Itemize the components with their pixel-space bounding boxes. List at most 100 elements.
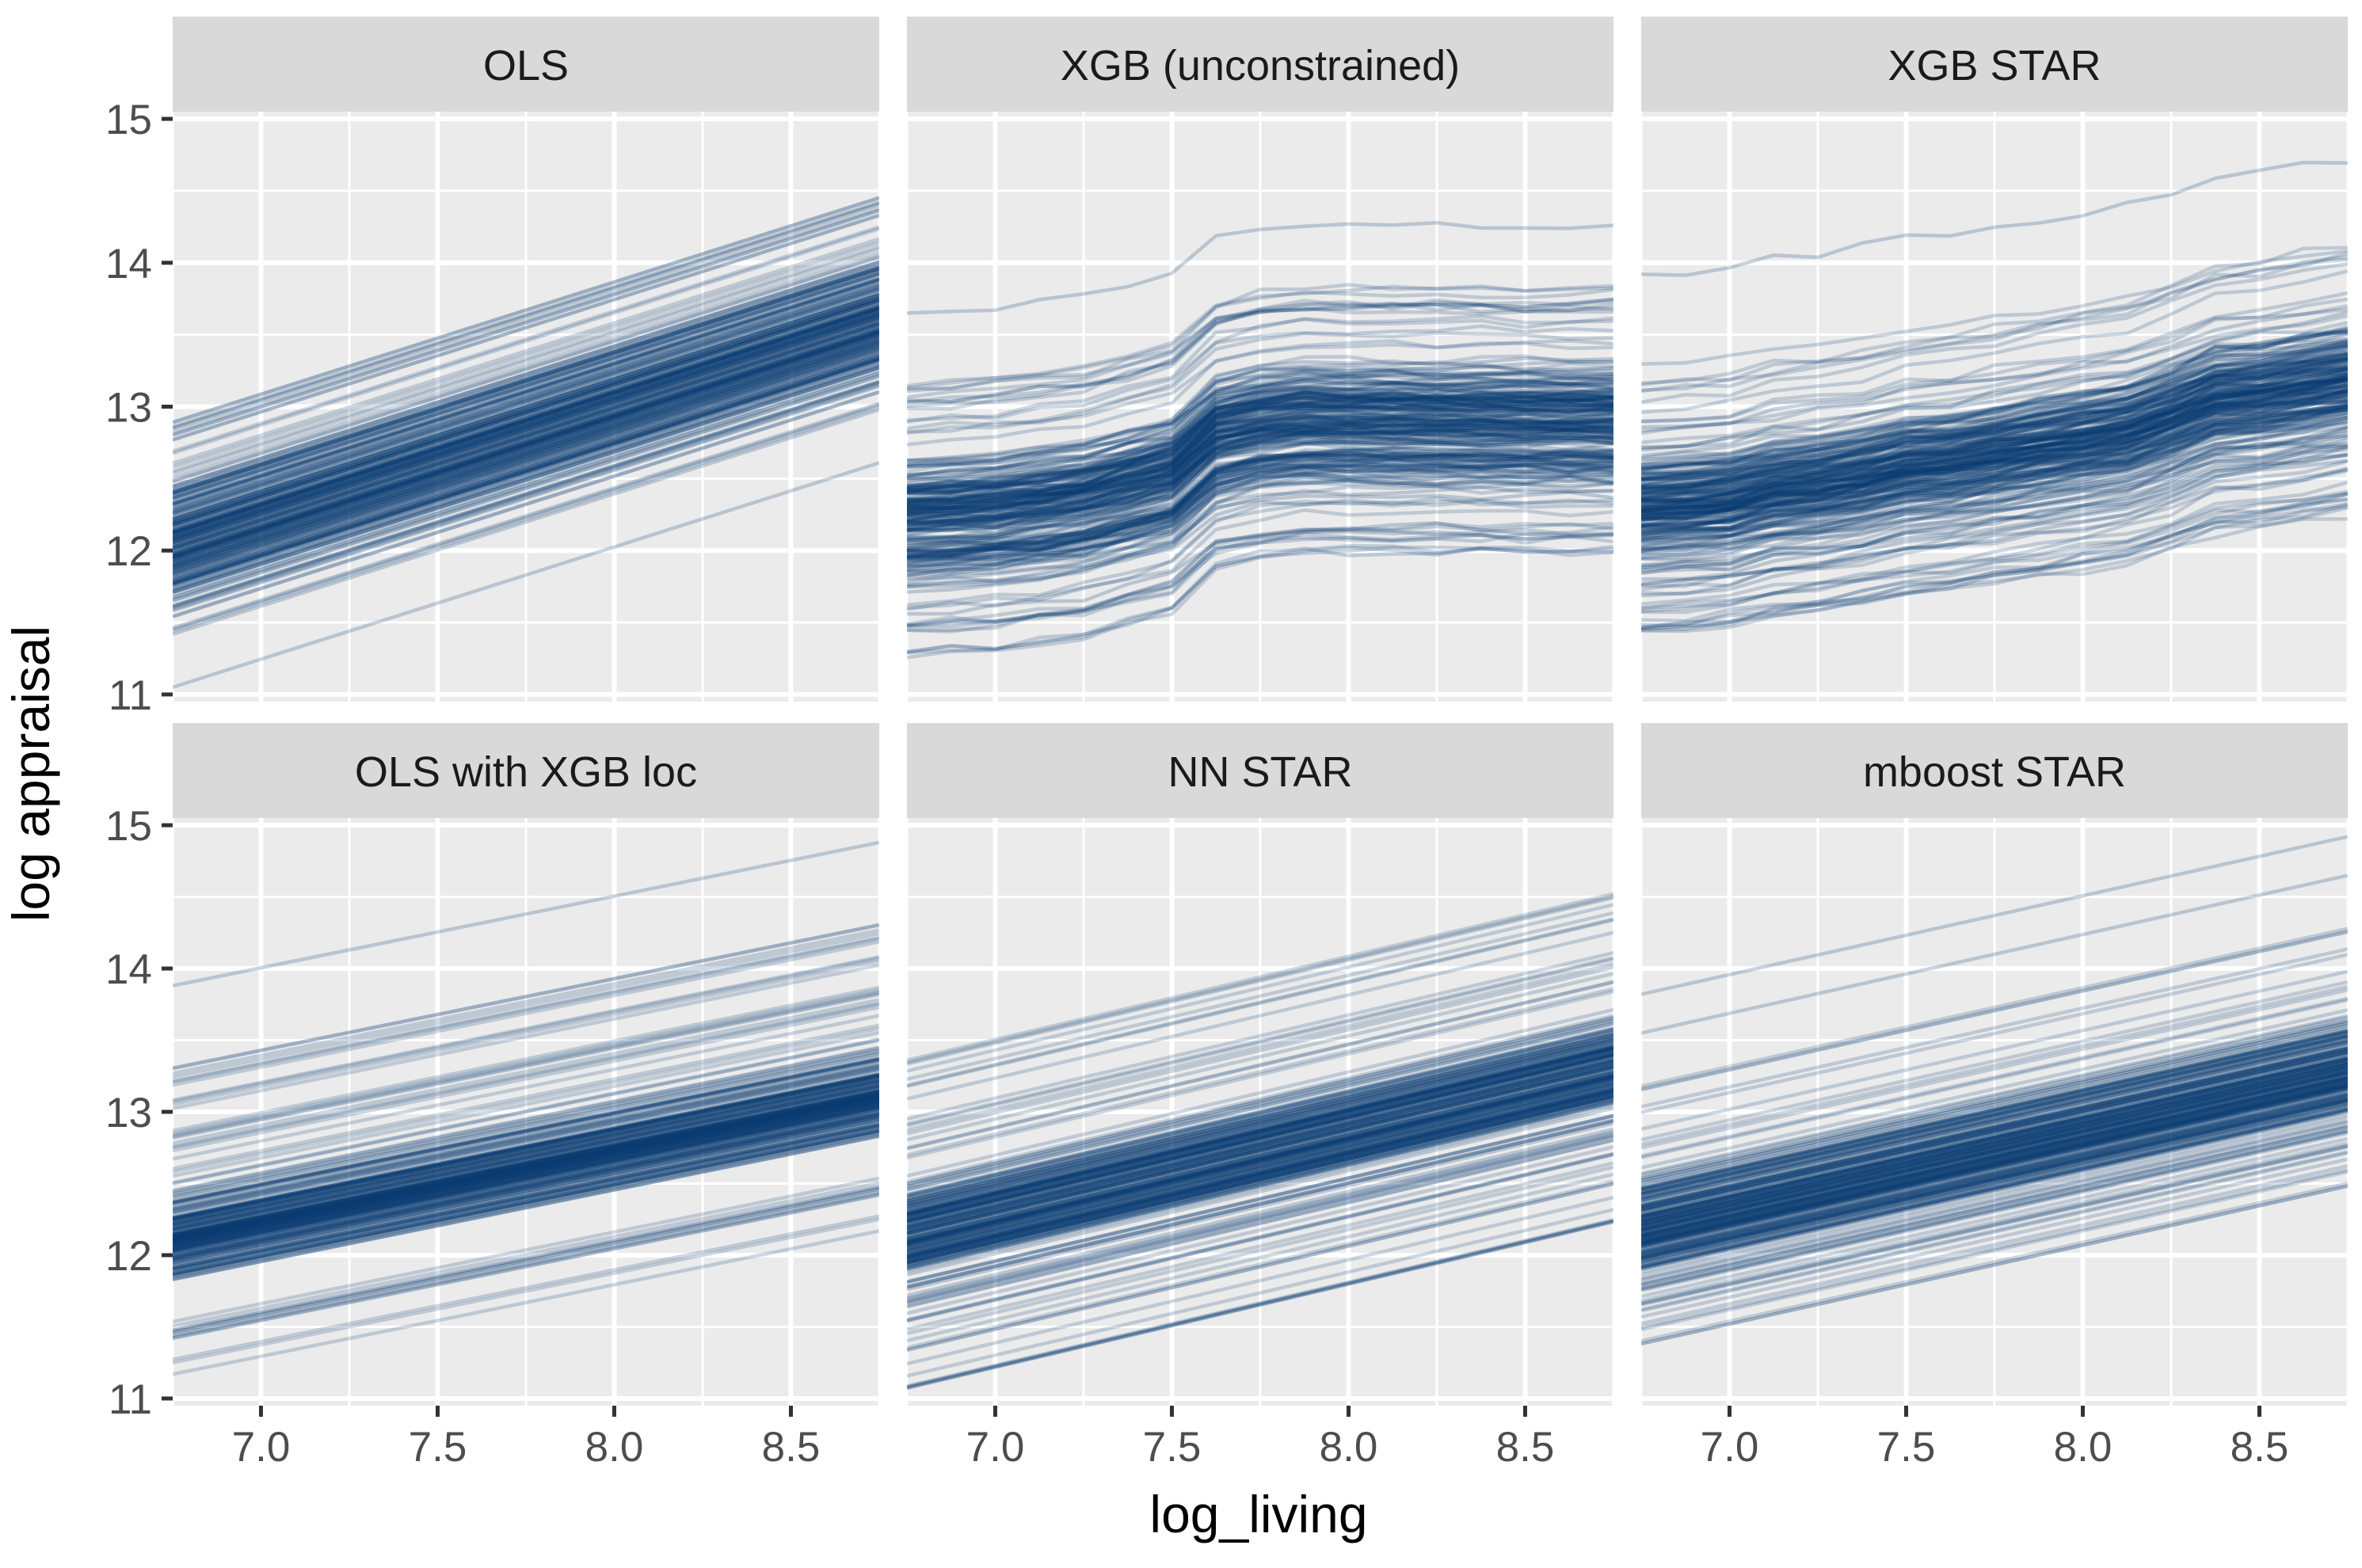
series-line — [173, 1119, 879, 1267]
series-line — [173, 1117, 879, 1265]
series-line — [907, 1090, 1613, 1262]
series-line — [173, 288, 879, 517]
series-line — [1641, 1026, 2348, 1188]
series-line — [1641, 1098, 2348, 1260]
series-line — [173, 276, 879, 505]
series-line — [1641, 1075, 2348, 1237]
series-line — [173, 327, 879, 555]
series-line — [907, 365, 1613, 467]
series-line — [173, 201, 879, 430]
series-line — [907, 390, 1613, 504]
series-line — [1641, 383, 2348, 517]
series-line — [1641, 505, 2348, 633]
series-line — [173, 1102, 879, 1250]
series-line — [1641, 444, 2348, 576]
series-line — [173, 1126, 879, 1273]
series-line — [1641, 1068, 2348, 1231]
series-line — [907, 412, 1613, 517]
series-line — [1641, 1105, 2348, 1266]
series-line — [907, 1048, 1613, 1219]
series-line — [1641, 1164, 2348, 1326]
series-line — [173, 318, 879, 546]
series-line — [907, 1182, 1613, 1352]
series-line — [1641, 1120, 2348, 1282]
series-line — [173, 284, 879, 512]
series-line — [173, 390, 879, 618]
series-line — [1641, 1052, 2348, 1214]
series-line — [173, 321, 879, 549]
series-line — [173, 1095, 879, 1243]
series-line — [173, 1101, 879, 1249]
series-line — [1641, 343, 2348, 481]
series-line — [173, 1081, 879, 1229]
series-line — [907, 440, 1613, 533]
series-line — [1641, 382, 2348, 510]
series-line — [173, 314, 879, 542]
series-line — [1641, 392, 2348, 519]
series-line — [1641, 1029, 2348, 1191]
series-line — [173, 1049, 879, 1197]
series-line — [907, 521, 1613, 627]
series-line — [907, 1037, 1613, 1208]
series-line — [907, 454, 1613, 548]
series-line — [1641, 1109, 2348, 1270]
series-line — [1641, 1084, 2348, 1246]
series-line — [907, 1079, 1613, 1249]
series-line — [1641, 441, 2348, 581]
series-line — [907, 428, 1613, 523]
series-line — [173, 1086, 879, 1234]
series-line — [907, 387, 1613, 481]
series-line — [907, 1083, 1613, 1253]
series-line — [1641, 400, 2348, 527]
series-line — [907, 1036, 1613, 1206]
panel-2: XGB (unconstrained) — [905, 17, 1615, 702]
series-line — [1641, 378, 2348, 513]
series-line — [1641, 356, 2348, 496]
series-line — [173, 349, 879, 578]
series-line — [1641, 1037, 2348, 1199]
series-line — [907, 1093, 1613, 1263]
series-line — [173, 1094, 879, 1242]
series-line — [907, 380, 1613, 478]
series-line — [907, 383, 1613, 492]
series-line — [173, 1124, 879, 1271]
series-line — [173, 1129, 879, 1277]
series-line — [173, 1090, 879, 1238]
series-line — [173, 291, 879, 519]
series-line — [907, 1071, 1613, 1241]
series-line — [1641, 1083, 2348, 1246]
series-line — [173, 315, 879, 544]
series-line — [173, 342, 879, 571]
series-line — [173, 1088, 879, 1235]
series-line — [907, 392, 1613, 503]
series-line — [173, 331, 879, 560]
series-line — [907, 401, 1613, 511]
series-line — [907, 432, 1613, 534]
series-line — [1641, 1096, 2348, 1258]
series-line — [173, 356, 879, 585]
series-line — [907, 425, 1613, 532]
series-line — [1641, 459, 2348, 585]
series-line — [907, 950, 1613, 1121]
series-line — [907, 425, 1613, 540]
series-line — [907, 418, 1613, 511]
series-line — [1641, 371, 2348, 514]
series-line — [173, 325, 879, 554]
series-line — [907, 475, 1613, 575]
series-line — [1641, 1049, 2348, 1212]
series-line — [173, 1092, 879, 1239]
series-line — [173, 1107, 879, 1255]
series-line — [173, 371, 879, 599]
series-line — [1641, 387, 2348, 523]
series-line — [173, 315, 879, 544]
series-line — [907, 1057, 1613, 1227]
series-line — [907, 414, 1613, 529]
facet-title: OLS — [483, 42, 569, 89]
series-line — [173, 265, 879, 494]
series-line — [1641, 430, 2348, 570]
series-line — [1641, 1071, 2348, 1234]
series-line — [1641, 1079, 2348, 1242]
y-tick-label: 11 — [109, 1376, 152, 1423]
series-line — [173, 286, 879, 515]
